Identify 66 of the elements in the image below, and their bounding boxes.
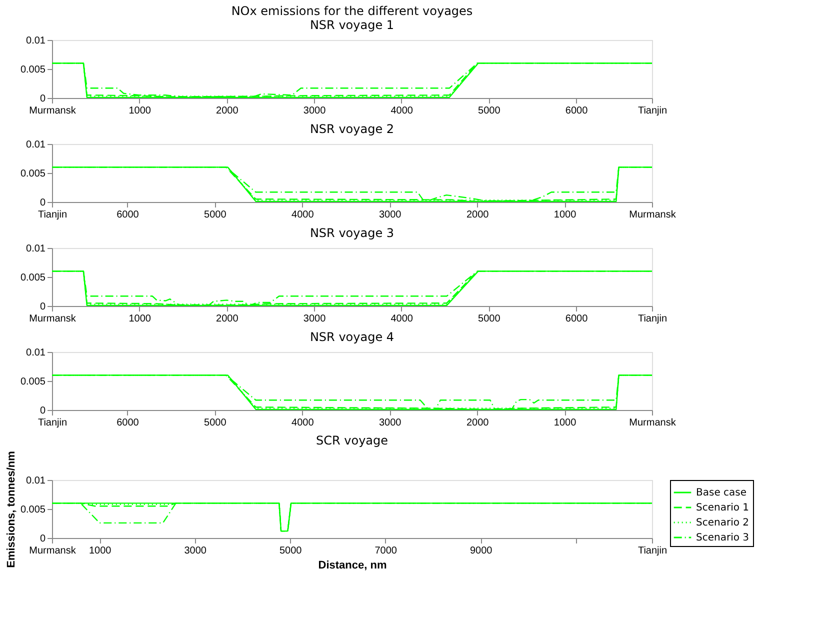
x-tick-label: Tianjin: [638, 546, 668, 556]
y-tick-label: 0.01: [26, 140, 46, 150]
y-tick-label: 0: [40, 406, 46, 416]
x-tick-label: 4000: [292, 418, 314, 428]
x-tick-label: 4000: [390, 106, 414, 116]
x-axis-title: Distance, nm: [318, 560, 387, 572]
x-tick-label: 3000: [378, 418, 402, 428]
x-tick-label: 5000: [279, 546, 302, 556]
x-tick-label: 6000: [565, 106, 588, 116]
chart-subtitle: NSR voyage 1: [310, 18, 394, 32]
y-tick-label: 0.005: [20, 504, 46, 516]
x-tick-label: 2000: [216, 106, 239, 116]
x-tick-label: Murmansk: [29, 314, 77, 324]
x-tick-label: 3000: [303, 106, 326, 116]
x-tick-label: 7000: [374, 546, 398, 556]
x-tick-label: 5000: [478, 314, 501, 324]
x-tick-label: Murmansk: [29, 106, 77, 116]
chart-title: NSR voyage 4: [310, 330, 394, 344]
y-tick-label: 0: [40, 198, 46, 208]
x-tick-label: Tianjin: [38, 418, 68, 428]
y-tick-label: 0.01: [26, 476, 46, 486]
y-tick-label: 0.005: [20, 64, 46, 76]
x-tick-label: 5000: [204, 418, 227, 428]
legend-label: Scenario 3: [696, 532, 750, 544]
y-tick-label: 0.005: [20, 168, 46, 180]
x-tick-label: Murmansk: [629, 418, 677, 428]
y-tick-label: 0.01: [26, 36, 46, 46]
x-tick-label: 3000: [184, 546, 207, 556]
y-tick-label: 0.005: [20, 376, 46, 388]
x-tick-label: Murmansk: [29, 546, 77, 556]
x-tick-label: 4000: [390, 314, 414, 324]
x-tick-label: 5000: [204, 210, 227, 220]
y-tick-label: 0.01: [26, 348, 46, 358]
x-tick-label: 4000: [292, 210, 314, 220]
x-tick-label: 2000: [466, 418, 490, 428]
x-tick-label: 6000: [116, 418, 140, 428]
x-tick-label: 9000: [470, 546, 493, 556]
legend-label: Scenario 1: [696, 502, 750, 514]
x-tick-label: 6000: [565, 314, 588, 324]
x-tick-label: 6000: [116, 210, 140, 220]
x-tick-label: 1000: [88, 546, 112, 556]
x-tick-label: Tianjin: [38, 210, 68, 220]
x-tick-label: Murmansk: [629, 210, 677, 220]
x-tick-label: 1000: [128, 106, 152, 116]
x-tick-label: 3000: [378, 210, 402, 220]
y-axis-title: Emissions, tonnes/nm: [5, 450, 18, 568]
x-tick-label: 1000: [128, 314, 152, 324]
chart-title: NSR voyage 2: [310, 122, 394, 136]
legend-label: Base case: [696, 488, 747, 498]
y-tick-label: 0.01: [26, 244, 46, 254]
x-tick-label: Tianjin: [638, 106, 668, 116]
legend-label: Scenario 2: [696, 518, 750, 528]
chart-title: NOx emissions for the different voyages: [231, 4, 473, 18]
x-tick-label: Tianjin: [638, 314, 668, 324]
x-tick-label: 5000: [478, 106, 501, 116]
y-tick-label: 0: [40, 302, 46, 312]
x-tick-label: 1000: [554, 418, 577, 428]
y-tick-label: 0.005: [20, 272, 46, 284]
x-tick-label: 3000: [303, 314, 326, 324]
y-tick-label: 0: [40, 534, 46, 544]
x-tick-label: 2000: [216, 314, 239, 324]
y-tick-label: 0: [40, 94, 46, 104]
x-tick-label: 1000: [554, 210, 577, 220]
chart-title: SCR voyage: [316, 434, 388, 448]
chart-title: NSR voyage 3: [310, 226, 394, 240]
x-tick-label: 2000: [466, 210, 490, 220]
